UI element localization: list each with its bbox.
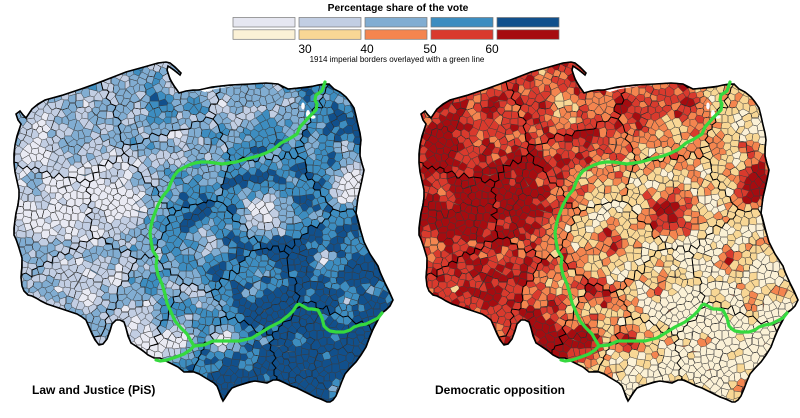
svg-text:40: 40	[360, 42, 374, 56]
svg-text:50: 50	[423, 42, 437, 56]
svg-text:Democratic opposition: Democratic opposition	[435, 383, 565, 397]
svg-text:Law and Justice (PiS): Law and Justice (PiS)	[32, 383, 155, 397]
svg-text:60: 60	[485, 42, 499, 56]
svg-text:Percentage share of the vote: Percentage share of the vote	[328, 3, 469, 14]
svg-text:30: 30	[298, 42, 312, 56]
svg-text:1914 imperial borders overlaye: 1914 imperial borders overlayed with a g…	[310, 55, 485, 64]
